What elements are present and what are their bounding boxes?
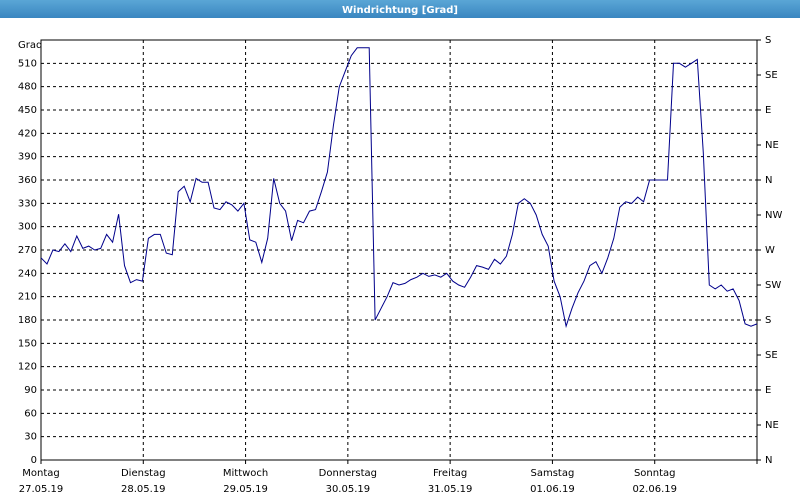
x-tick-label: Samstag	[531, 468, 575, 479]
y2-tick-label: SE	[765, 350, 778, 361]
y-tick-label: 0	[31, 455, 37, 466]
y-tick-label: 270	[18, 245, 37, 256]
y-tick-label: 150	[18, 338, 37, 349]
y2-tick-label: E	[765, 385, 771, 396]
y-tick-label: 210	[18, 292, 37, 303]
y2-tick-label: N	[765, 455, 772, 466]
y-tick-label: 510	[18, 58, 37, 69]
x-tick-label: 30.05.19	[326, 484, 371, 495]
y-tick-label: 60	[24, 408, 37, 419]
title-bar	[0, 0, 800, 18]
data-line	[40, 47, 758, 329]
y2-tick-label: SE	[765, 70, 778, 81]
chart-title: Windrichtung [Grad]	[342, 5, 458, 16]
y-tick-label: 360	[18, 175, 37, 186]
y2-tick-label: N	[765, 175, 772, 186]
y2-tick-label: S	[765, 35, 771, 46]
x-tick-label: Montag	[22, 468, 59, 479]
x-tick-label: 02.06.19	[632, 484, 677, 495]
x-tick-label: Donnerstag	[319, 468, 377, 479]
y-tick-label: 240	[18, 268, 37, 279]
y-tick-label: 330	[18, 198, 37, 209]
x-tick-label: 28.05.19	[121, 484, 166, 495]
plot-frame	[40, 39, 758, 461]
x-tick-label: Mittwoch	[223, 468, 268, 479]
y-tick-label: 180	[18, 315, 37, 326]
x-tick-label: 27.05.19	[19, 484, 64, 495]
x-tick-label: 01.06.19	[530, 484, 575, 495]
y2-tick-label: NW	[765, 210, 782, 221]
x-tick-label: Freitag	[433, 468, 467, 479]
y-tick-label: 90	[24, 385, 37, 396]
y2-tick-label: SW	[765, 280, 781, 291]
y-tick-label: 300	[18, 222, 37, 233]
y2-tick-label: S	[765, 315, 771, 326]
x-tick-label: 29.05.19	[223, 484, 268, 495]
x-tick-label: 31.05.19	[428, 484, 473, 495]
y2-tick-label: NE	[765, 420, 779, 431]
y-axis-title: Grad	[18, 40, 42, 51]
x-tick-label: Sonntag	[634, 468, 676, 479]
y2-tick-label: NE	[765, 140, 779, 151]
y-tick-label: 30	[24, 432, 37, 443]
y-tick-label: 120	[18, 362, 37, 373]
y-tick-label: 420	[18, 128, 37, 139]
x-tick-label: Dienstag	[121, 468, 166, 479]
y2-tick-label: W	[765, 245, 775, 256]
y-tick-label: 390	[18, 152, 37, 163]
y-tick-label: 450	[18, 105, 37, 116]
y-tick-label: 480	[18, 82, 37, 93]
y2-tick-label: E	[765, 105, 771, 116]
